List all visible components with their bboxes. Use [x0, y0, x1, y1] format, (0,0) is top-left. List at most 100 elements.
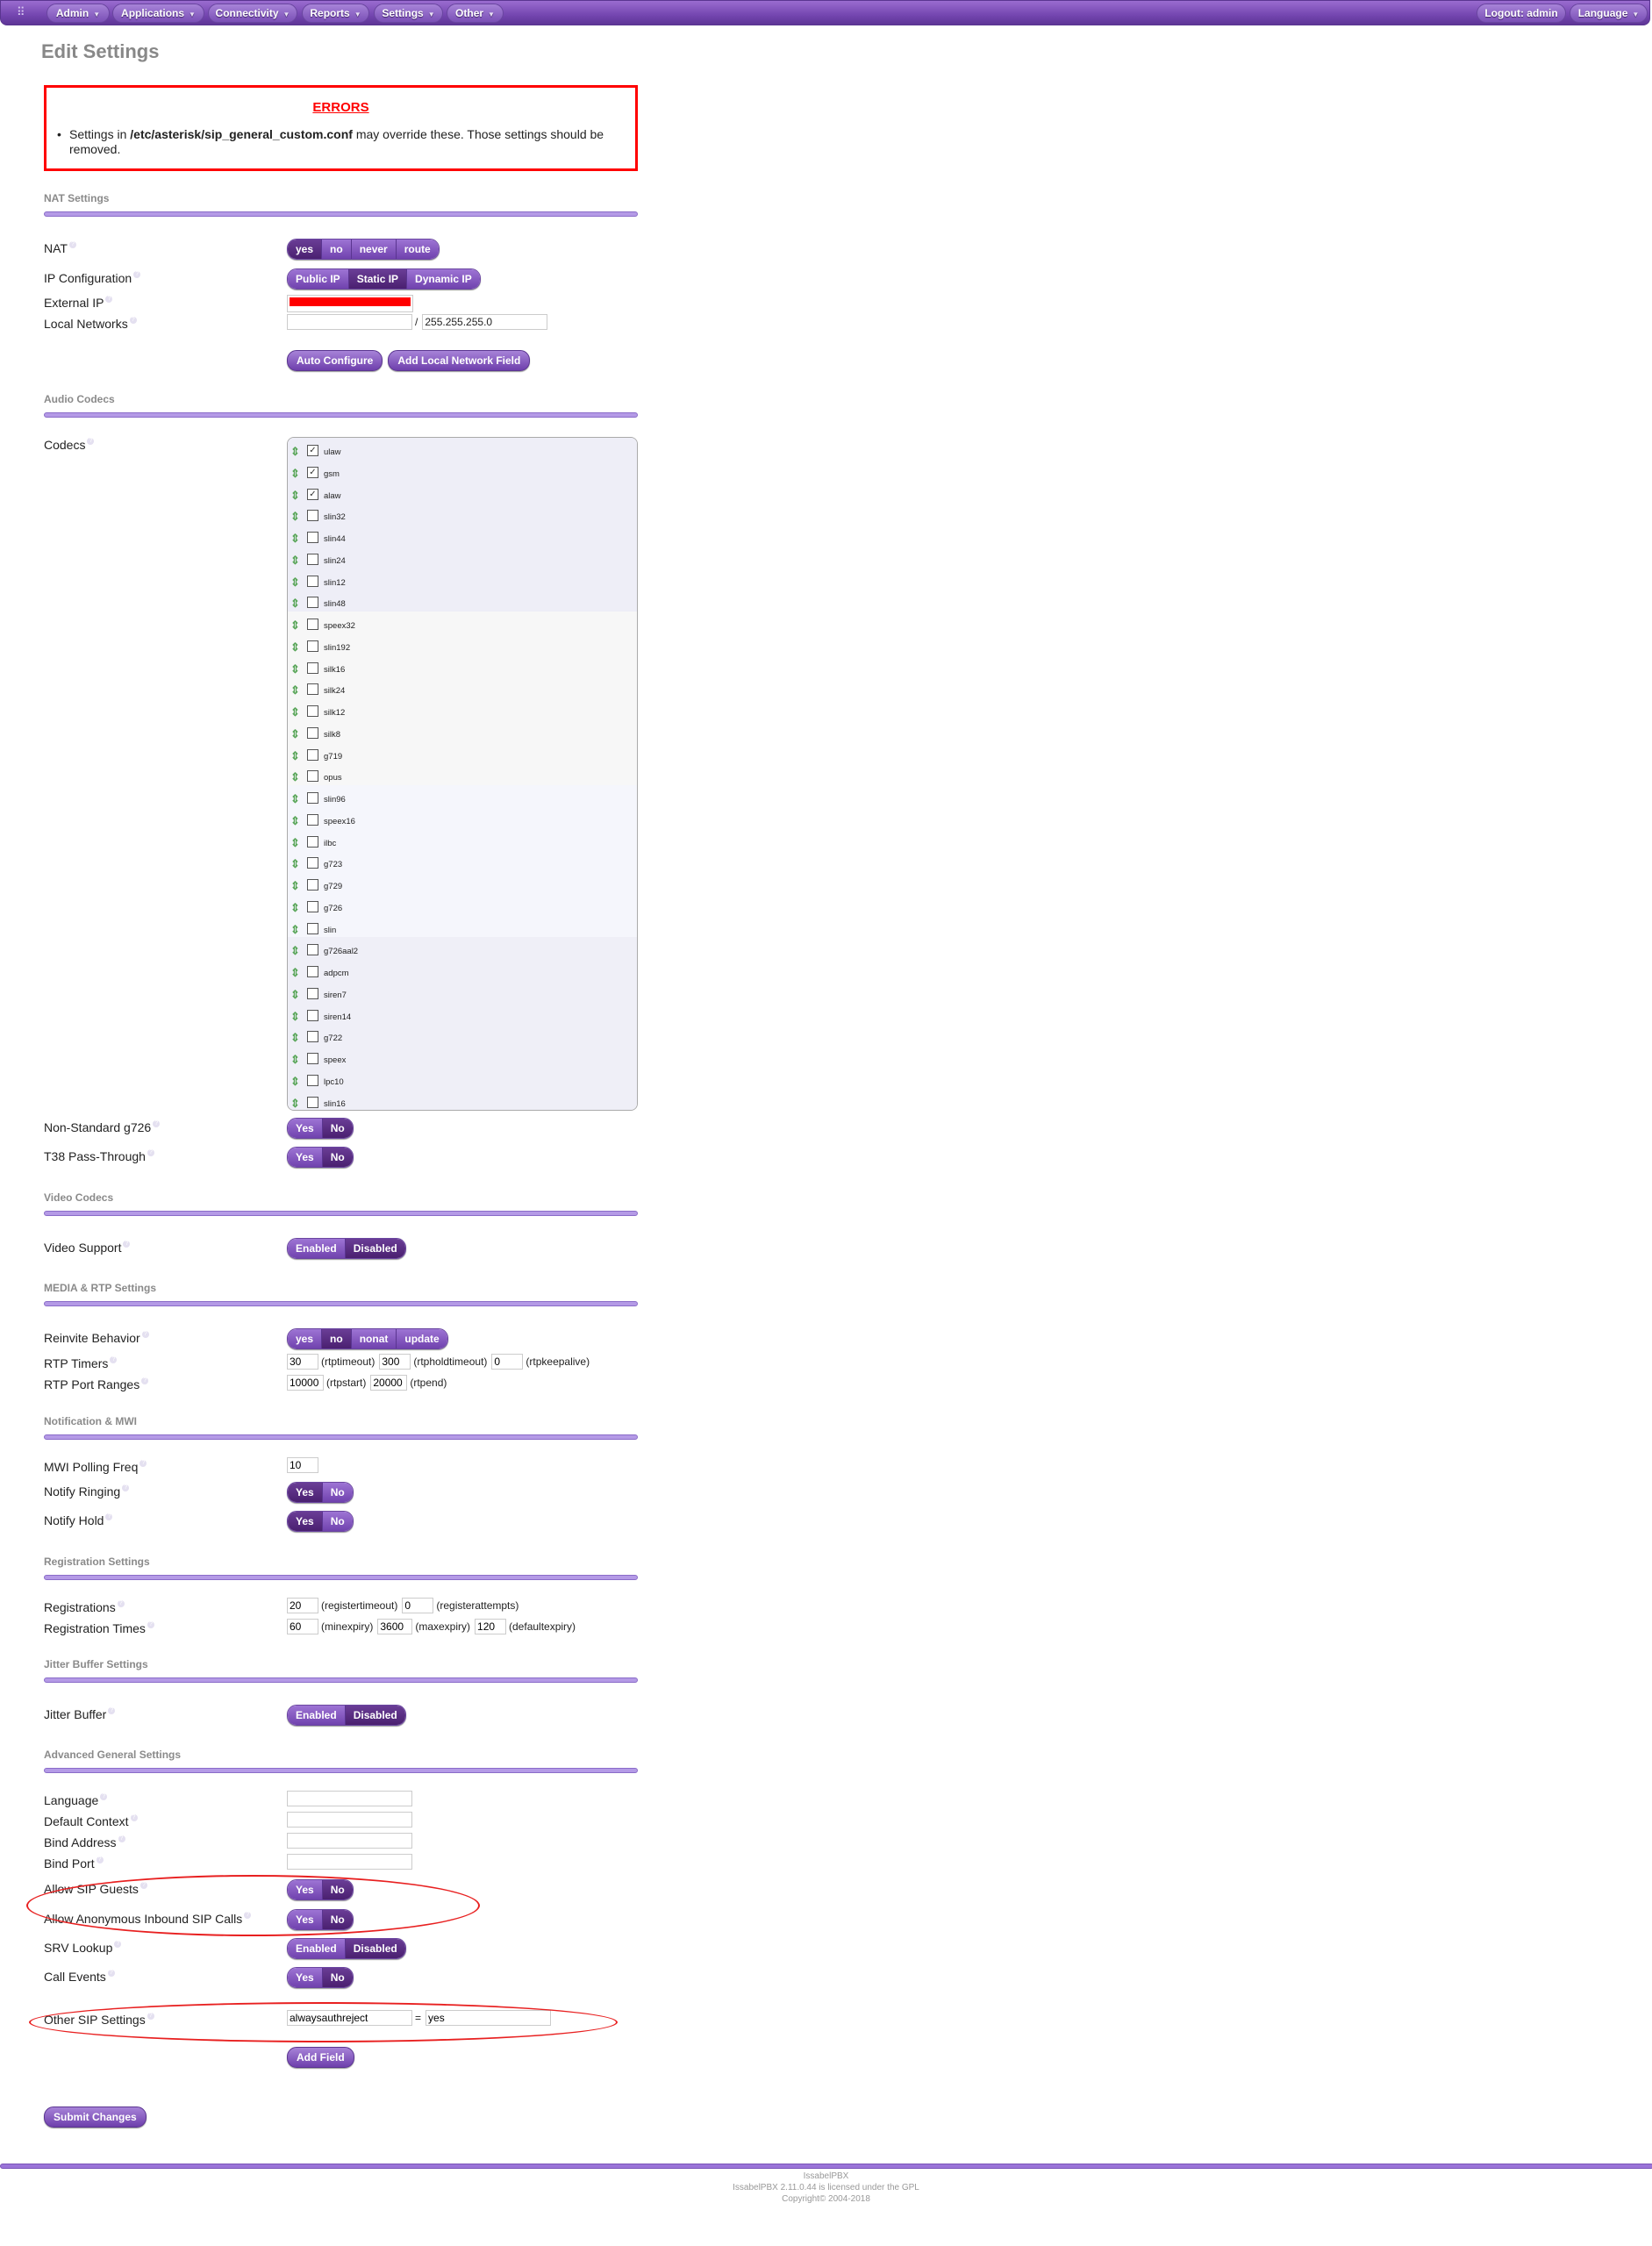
option-yes[interactable]: Yes	[288, 1880, 323, 1899]
drag-handle-icon[interactable]: ⇕	[290, 922, 300, 936]
drag-handle-icon[interactable]: ⇕	[290, 575, 300, 589]
codec-checkbox[interactable]	[307, 1053, 318, 1064]
help-icon[interactable]: ?	[141, 1377, 149, 1384]
option-dynamic-ip[interactable]: Dynamic IP	[407, 269, 480, 289]
codec-checkbox[interactable]	[307, 857, 318, 869]
codec-checkbox[interactable]	[307, 553, 318, 565]
help-icon[interactable]: ?	[123, 1241, 131, 1248]
codec-checkbox[interactable]	[307, 1096, 318, 1108]
help-icon[interactable]: ?	[139, 1882, 147, 1889]
drag-handle-icon[interactable]: ⇕	[290, 640, 300, 654]
codec-checkbox[interactable]: ✓	[307, 466, 318, 478]
rtpstart-input[interactable]	[287, 1375, 324, 1391]
option-yes[interactable]: Yes	[288, 1910, 323, 1929]
sip-setting-key-input[interactable]	[287, 2010, 412, 2026]
drag-handle-icon[interactable]: ⇕	[290, 466, 300, 480]
option-no[interactable]: No	[322, 1512, 353, 1531]
auto-configure-button[interactable]: Auto Configure	[287, 350, 383, 371]
help-icon[interactable]: ?	[100, 1793, 108, 1800]
local-network-input[interactable]	[287, 314, 412, 330]
sip-setting-value-input[interactable]	[426, 2010, 552, 2026]
option-yes[interactable]: yes	[288, 240, 323, 259]
help-icon[interactable]: ?	[118, 1835, 125, 1842]
option-no[interactable]: No	[322, 1119, 353, 1138]
codec-checkbox[interactable]	[307, 879, 318, 891]
drag-handle-icon[interactable]: ⇕	[290, 857, 300, 871]
codec-checkbox[interactable]	[307, 944, 318, 956]
option-no[interactable]: no	[322, 240, 352, 259]
bind-address-input[interactable]	[287, 1833, 412, 1849]
codec-checkbox[interactable]	[307, 640, 318, 652]
codec-checkbox[interactable]	[307, 922, 318, 934]
drag-handle-icon[interactable]: ⇕	[290, 445, 300, 458]
codec-checkbox[interactable]	[307, 1009, 318, 1021]
drag-handle-icon[interactable]: ⇕	[290, 726, 300, 740]
default-context-input[interactable]	[287, 1812, 412, 1828]
codec-checkbox[interactable]	[307, 619, 318, 630]
rtpend-input[interactable]	[370, 1375, 408, 1391]
option-no[interactable]: No	[322, 1968, 353, 1987]
drag-handle-icon[interactable]: ⇕	[290, 510, 300, 524]
language-menu[interactable]: Language ▼	[1570, 4, 1648, 23]
add-field-button[interactable]: Add Field	[287, 2047, 354, 2068]
help-icon[interactable]: ?	[105, 296, 113, 303]
codec-checkbox[interactable]: ✓	[307, 445, 318, 456]
option-update[interactable]: update	[397, 1329, 447, 1348]
codec-checkbox[interactable]	[307, 662, 318, 674]
mwi-polling-freq-input[interactable]	[287, 1457, 318, 1473]
codec-checkbox[interactable]	[307, 987, 318, 999]
help-icon[interactable]: ?	[147, 1621, 154, 1628]
option-yes[interactable]: yes	[288, 1329, 323, 1348]
drag-handle-icon[interactable]: ⇕	[290, 705, 300, 719]
nav-menu-admin[interactable]: Admin ▼	[46, 4, 110, 23]
codec-checkbox[interactable]	[307, 705, 318, 717]
drag-handle-icon[interactable]: ⇕	[290, 619, 300, 632]
help-icon[interactable]: ?	[129, 317, 137, 324]
drag-handle-icon[interactable]: ⇕	[290, 835, 300, 849]
drag-handle-icon[interactable]: ⇕	[290, 966, 300, 979]
codec-checkbox[interactable]	[307, 966, 318, 977]
help-icon[interactable]: ?	[114, 1941, 122, 1948]
option-disabled[interactable]: Disabled	[345, 1939, 405, 1958]
help-icon[interactable]: ?	[107, 1970, 115, 1977]
help-icon[interactable]: ?	[68, 241, 76, 248]
minexpiry-input[interactable]	[287, 1619, 318, 1634]
codec-checkbox[interactable]	[307, 1031, 318, 1043]
option-no[interactable]: No	[322, 1880, 353, 1899]
language-input[interactable]	[287, 1791, 412, 1806]
logout-button[interactable]: Logout: admin	[1477, 4, 1566, 23]
grid-dots-icon[interactable]: ⠿	[17, 5, 25, 18]
drag-handle-icon[interactable]: ⇕	[290, 813, 300, 827]
drag-handle-icon[interactable]: ⇕	[290, 944, 300, 958]
drag-handle-icon[interactable]: ⇕	[290, 792, 300, 805]
codec-checkbox[interactable]	[307, 1074, 318, 1086]
option-enabled[interactable]: Enabled	[288, 1939, 346, 1958]
drag-handle-icon[interactable]: ⇕	[290, 748, 300, 762]
external-ip-input[interactable]	[287, 295, 413, 312]
help-icon[interactable]: ?	[244, 1912, 252, 1919]
option-no[interactable]: No	[322, 1910, 353, 1929]
rtpholdtimeout-input[interactable]	[379, 1354, 411, 1370]
option-no[interactable]: No	[322, 1148, 353, 1167]
add-local-network-field-button[interactable]: Add Local Network Field	[388, 350, 531, 371]
registerattempts-input[interactable]	[402, 1598, 434, 1613]
help-icon[interactable]: ?	[108, 1707, 116, 1714]
drag-handle-icon[interactable]: ⇕	[290, 879, 300, 892]
option-disabled[interactable]: Disabled	[345, 1239, 405, 1258]
help-icon[interactable]: ?	[130, 1814, 138, 1821]
codec-checkbox[interactable]	[307, 900, 318, 912]
drag-handle-icon[interactable]: ⇕	[290, 553, 300, 567]
option-public-ip[interactable]: Public IP	[288, 269, 349, 289]
option-yes[interactable]: Yes	[288, 1968, 323, 1987]
nav-menu-connectivity[interactable]: Connectivity ▼	[208, 4, 297, 23]
drag-handle-icon[interactable]: ⇕	[290, 1096, 300, 1110]
rtpkeepalive-input[interactable]	[491, 1354, 524, 1370]
codec-checkbox[interactable]	[307, 575, 318, 587]
codec-checkbox[interactable]	[307, 748, 318, 761]
codec-checkbox[interactable]: ✓	[307, 488, 318, 500]
codec-checkbox[interactable]	[307, 813, 318, 826]
netmask-input[interactable]: 255.255.255.0	[422, 314, 548, 330]
maxexpiry-input[interactable]	[377, 1619, 413, 1634]
defaultexpiry-input[interactable]	[475, 1619, 507, 1634]
option-yes[interactable]: Yes	[288, 1483, 323, 1502]
